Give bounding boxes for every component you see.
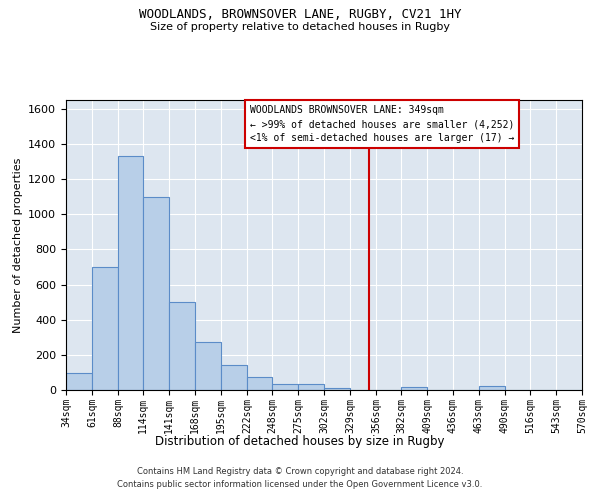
Text: Contains public sector information licensed under the Open Government Licence v3: Contains public sector information licen… bbox=[118, 480, 482, 489]
Bar bbox=[195, 342, 221, 390]
Bar bbox=[143, 196, 169, 390]
Bar bbox=[169, 302, 195, 390]
Bar bbox=[247, 377, 272, 390]
Bar bbox=[324, 388, 350, 390]
Y-axis label: Number of detached properties: Number of detached properties bbox=[13, 158, 23, 332]
Bar bbox=[118, 156, 143, 390]
Text: WOODLANDS, BROWNSOVER LANE, RUGBY, CV21 1HY: WOODLANDS, BROWNSOVER LANE, RUGBY, CV21 … bbox=[139, 8, 461, 20]
Text: Distribution of detached houses by size in Rugby: Distribution of detached houses by size … bbox=[155, 435, 445, 448]
Bar bbox=[66, 374, 92, 390]
Text: Contains HM Land Registry data © Crown copyright and database right 2024.: Contains HM Land Registry data © Crown c… bbox=[137, 468, 463, 476]
Bar bbox=[221, 366, 247, 390]
Bar bbox=[272, 384, 298, 390]
Bar bbox=[298, 384, 324, 390]
Text: Size of property relative to detached houses in Rugby: Size of property relative to detached ho… bbox=[150, 22, 450, 32]
Bar bbox=[92, 267, 118, 390]
Bar bbox=[401, 388, 427, 390]
Bar bbox=[479, 386, 505, 390]
Text: WOODLANDS BROWNSOVER LANE: 349sqm
← >99% of detached houses are smaller (4,252)
: WOODLANDS BROWNSOVER LANE: 349sqm ← >99%… bbox=[250, 106, 514, 144]
